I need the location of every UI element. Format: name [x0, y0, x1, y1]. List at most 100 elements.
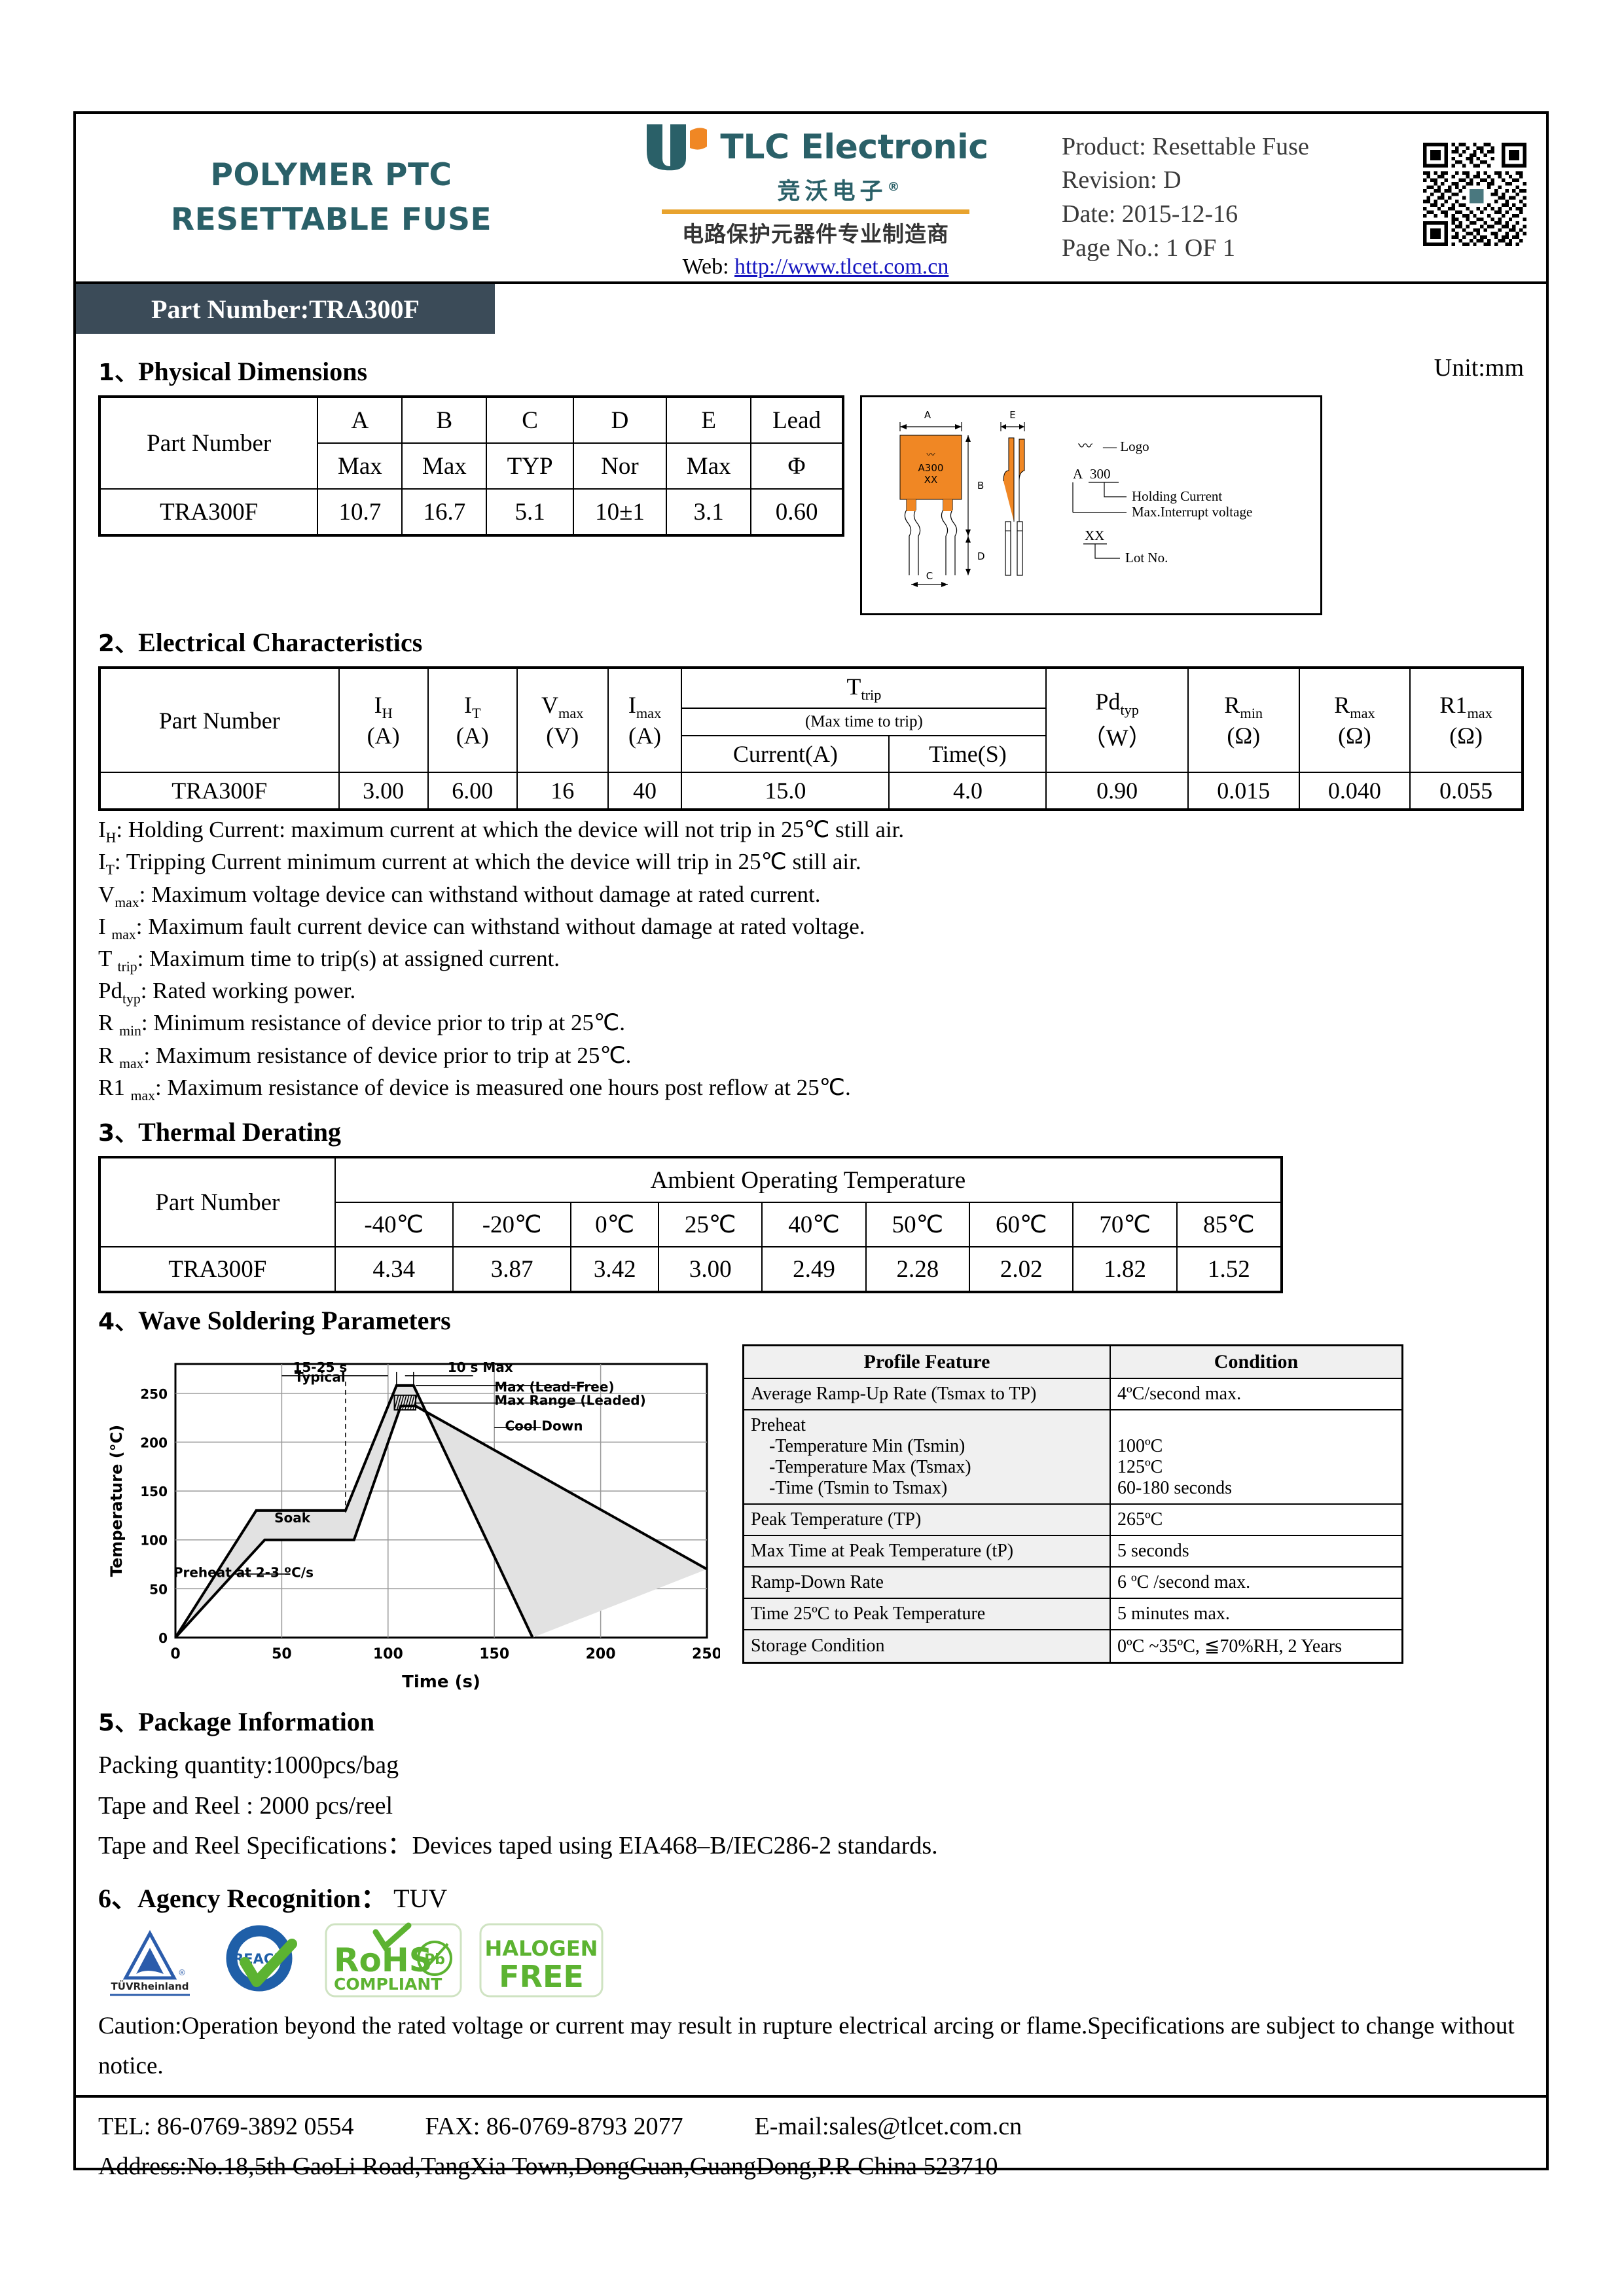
- dims-sub-header: Φ: [750, 442, 844, 490]
- x-tick-label: 200: [586, 1646, 616, 1662]
- profile-condition: 5 minutes max.: [1110, 1598, 1403, 1631]
- x-tick-label: 50: [272, 1646, 292, 1662]
- profile-feature-table: Profile Feature Condition Average Ramp-Up …: [742, 1344, 1403, 1664]
- chart-annotation: Soak: [274, 1510, 311, 1526]
- svg-text:A: A: [924, 409, 931, 421]
- ec-col-header: Rmax (Ω): [1298, 666, 1411, 774]
- dims-value: 5.1: [486, 488, 574, 536]
- y-tick-label: 250: [140, 1386, 168, 1402]
- x-tick-label: 150: [479, 1646, 509, 1662]
- svg-text:A300: A300: [918, 462, 944, 474]
- meta-product: Product: Resettable Fuse: [1062, 132, 1309, 160]
- page-footer: TEL: 86-0769-3892 0554 FAX: 86-0769-8793…: [76, 2094, 1546, 2187]
- profile-curve: [174, 1405, 708, 1639]
- ec-value: 4.0: [888, 772, 1047, 811]
- ec-row-header: Part Number: [99, 666, 340, 774]
- ec-col-header: Rmin (Ω): [1187, 666, 1300, 774]
- table-row: Storage Condition 0ºC ~35ºC, ≦70%RH, 2 Ye…: [742, 1629, 1403, 1664]
- document-title: POLYMER PTC RESETTABLE FUSE: [76, 114, 586, 281]
- table-row: -40℃ -20℃ 0℃ 25℃ 40℃ 50℃ 60℃ 70℃ 85℃: [99, 1202, 1283, 1248]
- definition-line: R1 max: Maximum resistance of device is …: [98, 1074, 851, 1103]
- dims-value: 0.60: [750, 488, 844, 536]
- dims-value: 10.7: [317, 488, 403, 536]
- section-1-title: Physical Dimensions: [138, 357, 368, 386]
- chart-annotation: Typical: [295, 1369, 346, 1385]
- th-value: 2.02: [969, 1246, 1074, 1293]
- svg-text:RoHS: RoHS: [334, 1941, 433, 1979]
- logo-row: TLC Electronic: [643, 120, 988, 174]
- th-value: 2.49: [761, 1246, 867, 1293]
- table-row: Part Number IH (A) IT (A) Vmax (V) Imax (A) Ttrip…: [99, 666, 1523, 774]
- table-row: (Max time to trip): [99, 708, 1523, 737]
- definition-line: I max: Maximum fault current device can …: [98, 913, 865, 942]
- x-tick-label: 0: [170, 1646, 180, 1662]
- section-3-number: 3、: [98, 1120, 139, 1147]
- meta-revision: Revision: D: [1062, 166, 1182, 194]
- th-value: 1.82: [1072, 1246, 1178, 1293]
- section-6-title: Agency Recognition：: [137, 1883, 388, 1913]
- ttrip-sub-header: Time(S): [888, 735, 1047, 774]
- y-tick-label: 100: [140, 1533, 168, 1549]
- dims-col-header: D: [572, 396, 668, 444]
- title-line-2: RESETTABLE FUSE: [170, 202, 492, 238]
- table-row: Current(A) Time(S): [99, 735, 1523, 774]
- dims-row-header: Part Number: [98, 396, 319, 490]
- section-4-title: Wave Soldering Parameters: [138, 1306, 451, 1336]
- table-row: TRA300F 3.00 6.00 16 40 15.0 4.0 0.90 0.015 0.040…: [99, 772, 1523, 811]
- part-number-label: Part Number:TRA300F: [151, 294, 420, 324]
- profile-feature: Peak Temperature (TP): [742, 1503, 1111, 1537]
- section-3-heading: 3、Thermal Derating: [98, 1114, 1524, 1148]
- legend-logo-text: — Logo: [1102, 439, 1149, 454]
- definition-line: IT: Tripping Current minimum current at …: [98, 849, 861, 878]
- svg-text:300: 300: [1090, 466, 1111, 482]
- chart-annotation: 10 s Max: [448, 1359, 513, 1375]
- profile-condition: 0ºC ~35ºC, ≦70%RH, 2 Years: [1110, 1629, 1403, 1664]
- reach-compliant-logo: REACH: [216, 1921, 308, 2002]
- table-row: Peak Temperature (TP) 265ºC: [742, 1503, 1403, 1537]
- ec-value: 6.00: [427, 772, 518, 811]
- website-link[interactable]: http://www.tlcet.com.cn: [734, 254, 949, 279]
- footer-tel: TEL: 86-0769-3892 0554: [98, 2112, 354, 2140]
- profile-condition: 265ºC: [1110, 1503, 1403, 1537]
- dims-col-header: B: [401, 396, 488, 444]
- th-temp-header: 50℃: [865, 1202, 971, 1248]
- section-4-heading: 4、Wave Soldering Parameters: [98, 1302, 1524, 1336]
- th-temp-header: 40℃: [761, 1202, 867, 1248]
- dims-sub-header: Max: [317, 442, 403, 490]
- ec-part: TRA300F: [99, 772, 340, 811]
- dims-value: 3.1: [666, 488, 752, 536]
- section-1-number: 1、: [98, 359, 139, 386]
- dims-value: 10±1: [572, 488, 668, 536]
- svg-text:TÜVRheinland: TÜVRheinland: [111, 1980, 189, 1992]
- profile-condition: 4ºC/second max.: [1110, 1378, 1403, 1411]
- table-row: Average Ramp-Up Rate (Tsmax to TP) 4ºC/se…: [742, 1378, 1403, 1411]
- table-row: Part Number A B C D E Lead: [98, 396, 844, 490]
- section-1-heading: 1、Physical Dimensions Unit:mm: [98, 353, 1524, 387]
- th-value: 3.42: [570, 1246, 660, 1293]
- section-2-heading: 2、Electrical Characteristics: [98, 624, 1524, 658]
- tlc-logo-icon: [643, 120, 711, 174]
- section-2-number: 2、: [98, 630, 139, 657]
- section-2-title: Electrical Characteristics: [138, 628, 423, 657]
- th-value: 1.52: [1176, 1246, 1283, 1293]
- profile-feature: Average Ramp-Up Rate (Tsmax to TP): [742, 1378, 1111, 1411]
- section-5-title: Package Information: [138, 1707, 375, 1737]
- svg-text:Holding Current: Holding Current: [1132, 488, 1222, 504]
- part-number-banner: Part Number:TRA300F: [76, 284, 495, 334]
- ec-col-header: IT (A): [427, 666, 518, 774]
- halogen-free-logo: HALOGEN FREE: [479, 1922, 604, 2002]
- th-temp-header: 25℃: [658, 1202, 763, 1248]
- definition-line: Pdtyp: Rated working power.: [98, 978, 356, 1007]
- section-6-heading: 6、Agency Recognition： TUV: [98, 1877, 1524, 1915]
- chart-annotation: Cool Down: [505, 1418, 583, 1434]
- definition-line: R max: Maximum resistance of device prio…: [98, 1042, 632, 1071]
- svg-text:COMPLIANT: COMPLIANT: [334, 1975, 442, 1994]
- y-axis-label: Temperature (°C): [107, 1425, 126, 1577]
- title-line-1: POLYMER PTC: [210, 156, 452, 193]
- profile-feature: Preheat -Temperature Min (Tsmin) -Temper…: [742, 1409, 1111, 1505]
- ec-value: 40: [607, 772, 683, 811]
- profile-col-header: Condition: [1110, 1344, 1403, 1380]
- ec-value: 0.015: [1187, 772, 1300, 811]
- svg-text:®: ®: [178, 1968, 186, 1977]
- company-logo-block: TLC Electronic 竞沃电子® 电路保护元器件专业制造商 Web: h…: [586, 114, 1045, 281]
